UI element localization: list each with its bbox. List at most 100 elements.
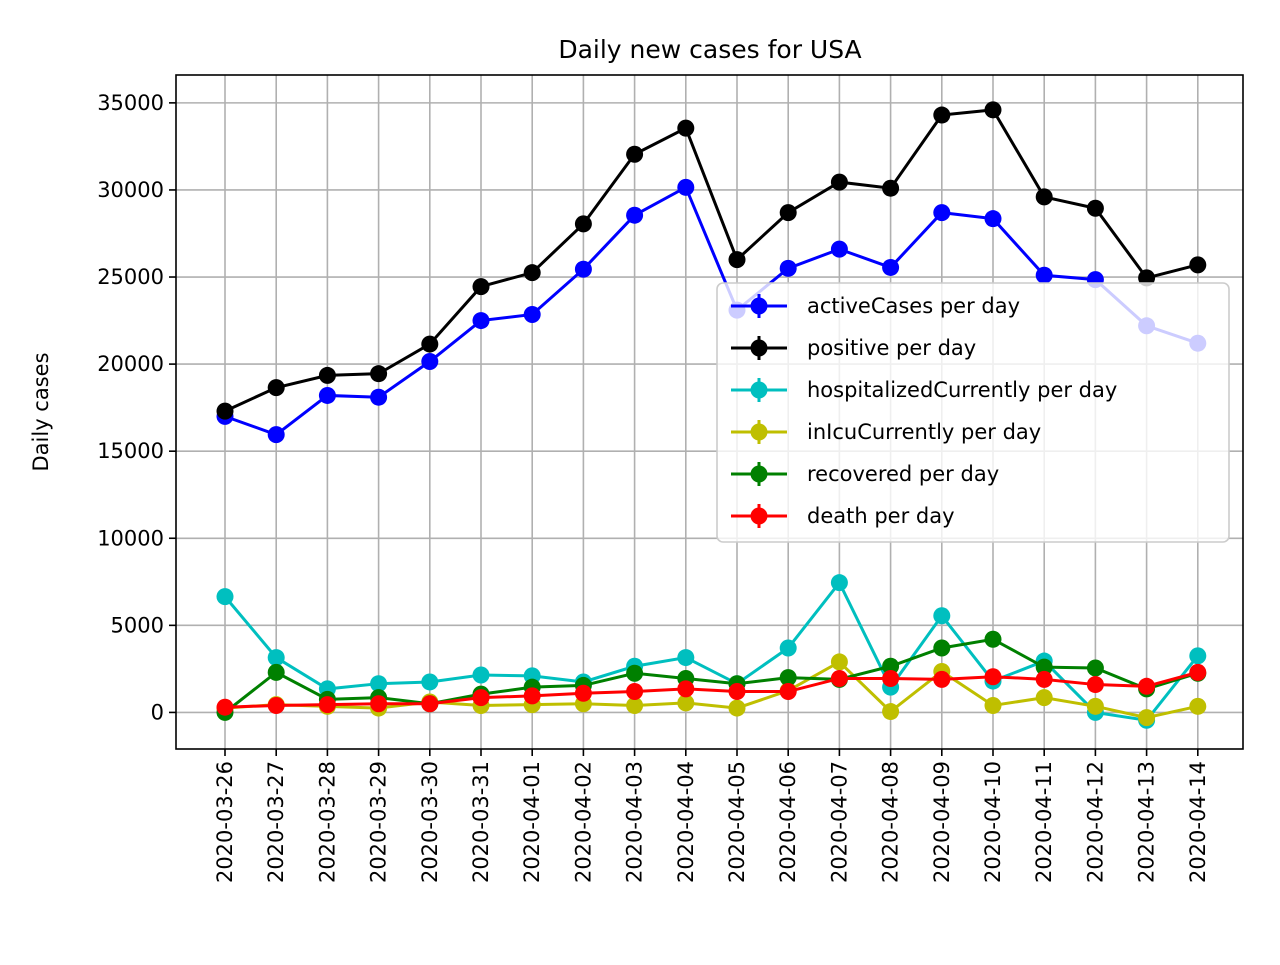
data-point: [779, 669, 797, 687]
data-point: [830, 669, 848, 687]
data-point: [1138, 709, 1156, 727]
data-point: [216, 402, 234, 420]
data-point: [267, 696, 285, 714]
x-tick-label: 2020-04-08: [879, 761, 903, 883]
x-tick-label: 2020-03-30: [418, 761, 442, 883]
data-point: [677, 119, 695, 137]
data-point: [318, 696, 336, 714]
data-point: [1035, 670, 1053, 688]
x-tick-label: 2020-04-13: [1135, 761, 1159, 883]
data-point: [830, 173, 848, 191]
data-point: [267, 649, 285, 667]
data-point: [1035, 689, 1053, 707]
x-tick-label: 2020-03-26: [213, 761, 237, 883]
plot-frame: [175, 74, 1244, 750]
data-point: [267, 426, 285, 444]
data-point: [830, 240, 848, 258]
data-point: [626, 683, 644, 701]
data-point: [421, 335, 439, 353]
data-point: [1138, 269, 1156, 287]
y-tick-label: 20000: [97, 352, 164, 376]
x-tick-label: 2020-04-10: [981, 761, 1005, 883]
data-point: [421, 695, 439, 713]
x-tick-label: 2020-04-09: [930, 761, 954, 883]
legend-label: inIcuCurrently per day: [807, 420, 1041, 444]
legend-marker: [750, 465, 768, 483]
x-tick-label: 2020-04-07: [827, 761, 851, 883]
legend-marker: [750, 423, 768, 441]
data-point: [1189, 697, 1207, 715]
series-activeCases: [216, 178, 1207, 444]
data-point: [472, 312, 490, 330]
data-point: [933, 607, 951, 625]
data-point: [830, 574, 848, 592]
legend-label: hospitalizedCurrently per day: [807, 378, 1117, 402]
data-point: [728, 251, 746, 269]
data-point: [1086, 697, 1104, 715]
data-point: [523, 264, 541, 282]
legend-label: positive per day: [807, 336, 976, 360]
data-point: [626, 145, 644, 163]
data-point: [216, 698, 234, 716]
legend: activeCases per day positive per day hospi…: [716, 282, 1230, 543]
data-point: [1086, 659, 1104, 677]
data-point: [523, 305, 541, 323]
x-tick-label: 2020-04-12: [1083, 761, 1107, 883]
y-tick-label: 35000: [97, 91, 164, 115]
y-tick-label: 5000: [111, 613, 164, 637]
tick-layer: 2020-03-26 2020-03-27 2020-03-28 2020-03-29…: [97, 91, 1210, 883]
data-point: [1189, 256, 1207, 274]
data-point: [318, 366, 336, 384]
x-tick-label: 2020-04-14: [1186, 761, 1210, 883]
series-layer: [216, 101, 1207, 729]
data-point: [1035, 266, 1053, 284]
data-point: [370, 388, 388, 406]
data-point: [370, 695, 388, 713]
data-point: [728, 683, 746, 701]
x-tick-label: 2020-03-27: [264, 761, 288, 883]
data-point: [984, 630, 1002, 648]
legend-entry: positive per day: [731, 336, 976, 360]
data-point: [626, 664, 644, 682]
data-point: [574, 260, 592, 278]
data-point: [216, 588, 234, 606]
y-axis-title: Daily cases: [29, 352, 53, 471]
x-tick-label: 2020-03-29: [367, 761, 391, 883]
data-point: [626, 206, 644, 224]
data-point: [882, 179, 900, 197]
legend-marker: [750, 381, 768, 399]
data-point: [882, 669, 900, 687]
legend-label: recovered per day: [807, 462, 999, 486]
x-tick-label: 2020-04-05: [725, 761, 749, 883]
y-tick-label: 10000: [97, 526, 164, 550]
series-death: [216, 663, 1207, 716]
data-point: [1086, 676, 1104, 694]
series-line: [224, 108, 1199, 413]
x-tick-label: 2020-04-06: [776, 761, 800, 883]
series-positive: [216, 101, 1207, 420]
legend-marker: [750, 297, 768, 315]
data-point: [779, 683, 797, 701]
data-point: [267, 379, 285, 397]
data-point: [779, 204, 797, 222]
data-point: [882, 657, 900, 675]
y-tick-label: 25000: [97, 265, 164, 289]
data-point: [728, 699, 746, 717]
series-line: [224, 185, 1199, 437]
y-tick-label: 0: [151, 700, 164, 724]
data-point: [779, 639, 797, 657]
data-point: [933, 106, 951, 124]
data-point: [984, 101, 1002, 119]
data-point: [933, 670, 951, 688]
legend-label: activeCases per day: [807, 294, 1020, 318]
x-tick-label: 2020-04-02: [571, 761, 595, 883]
legend-box: [716, 282, 1230, 543]
legend-marker: [750, 507, 768, 525]
legend-entry: hospitalizedCurrently per day: [731, 378, 1117, 402]
data-point: [1035, 188, 1053, 206]
legend-entry: activeCases per day: [731, 294, 1020, 318]
data-point: [882, 258, 900, 276]
legend-entry: inIcuCurrently per day: [731, 420, 1041, 444]
data-point: [984, 696, 1002, 714]
